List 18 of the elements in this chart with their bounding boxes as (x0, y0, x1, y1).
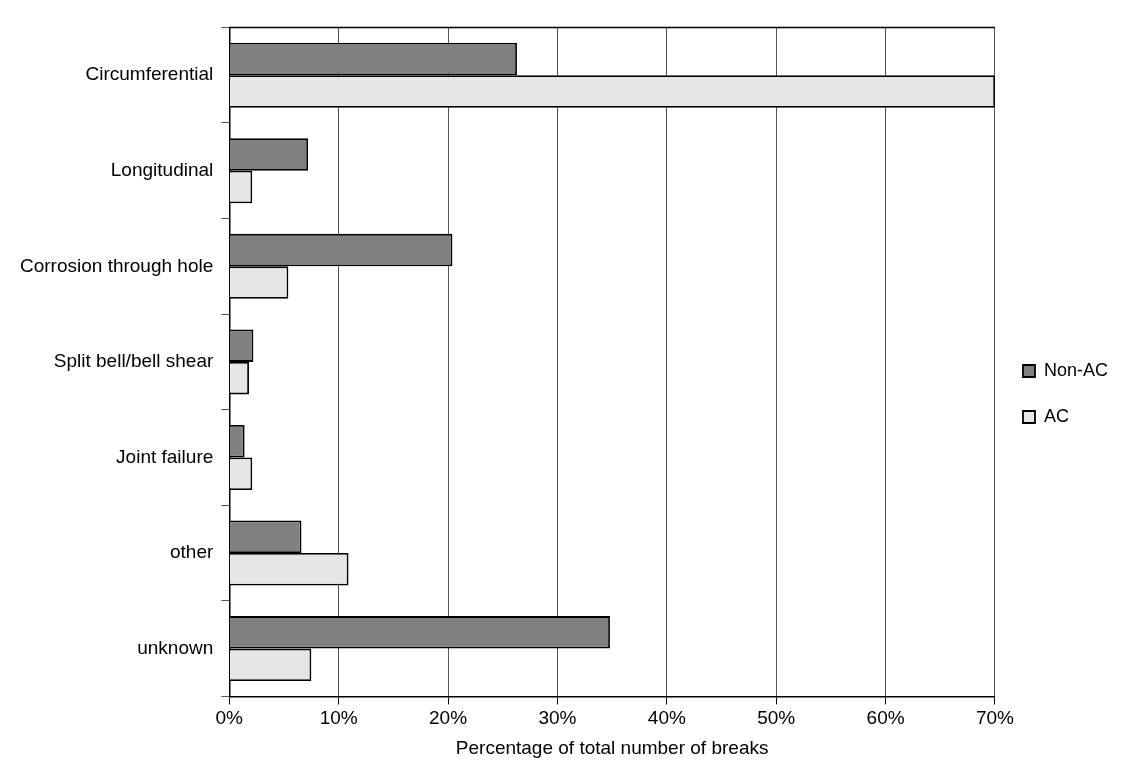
y-tick-label: Longitudinal (110, 158, 214, 180)
legend-label: Non-AC (1043, 359, 1109, 380)
x-tick-label: 50% (757, 707, 796, 729)
x-tick-label: 10% (319, 707, 358, 729)
y-tick-label: Split bell/bell shear (53, 350, 214, 372)
y-tick-label: Joint failure (116, 445, 214, 467)
x-tick-label: 70% (975, 707, 1015, 729)
y-tick-label: other (169, 541, 214, 563)
y-tick-label: unknown (137, 636, 214, 658)
x-tick-label: 60% (866, 707, 905, 729)
y-tick-label: Circumferential (85, 63, 214, 85)
x-tick-label: 20% (429, 707, 468, 729)
legend-label: AC (1043, 405, 1069, 426)
x-tick-label: 40% (647, 707, 686, 729)
y-tick-label: Corrosion through hole (19, 254, 214, 276)
x-axis-title: Percentage of total number of breaks (455, 736, 769, 758)
x-tick-label: 30% (538, 707, 577, 729)
x-tick-label: 0% (215, 707, 244, 729)
